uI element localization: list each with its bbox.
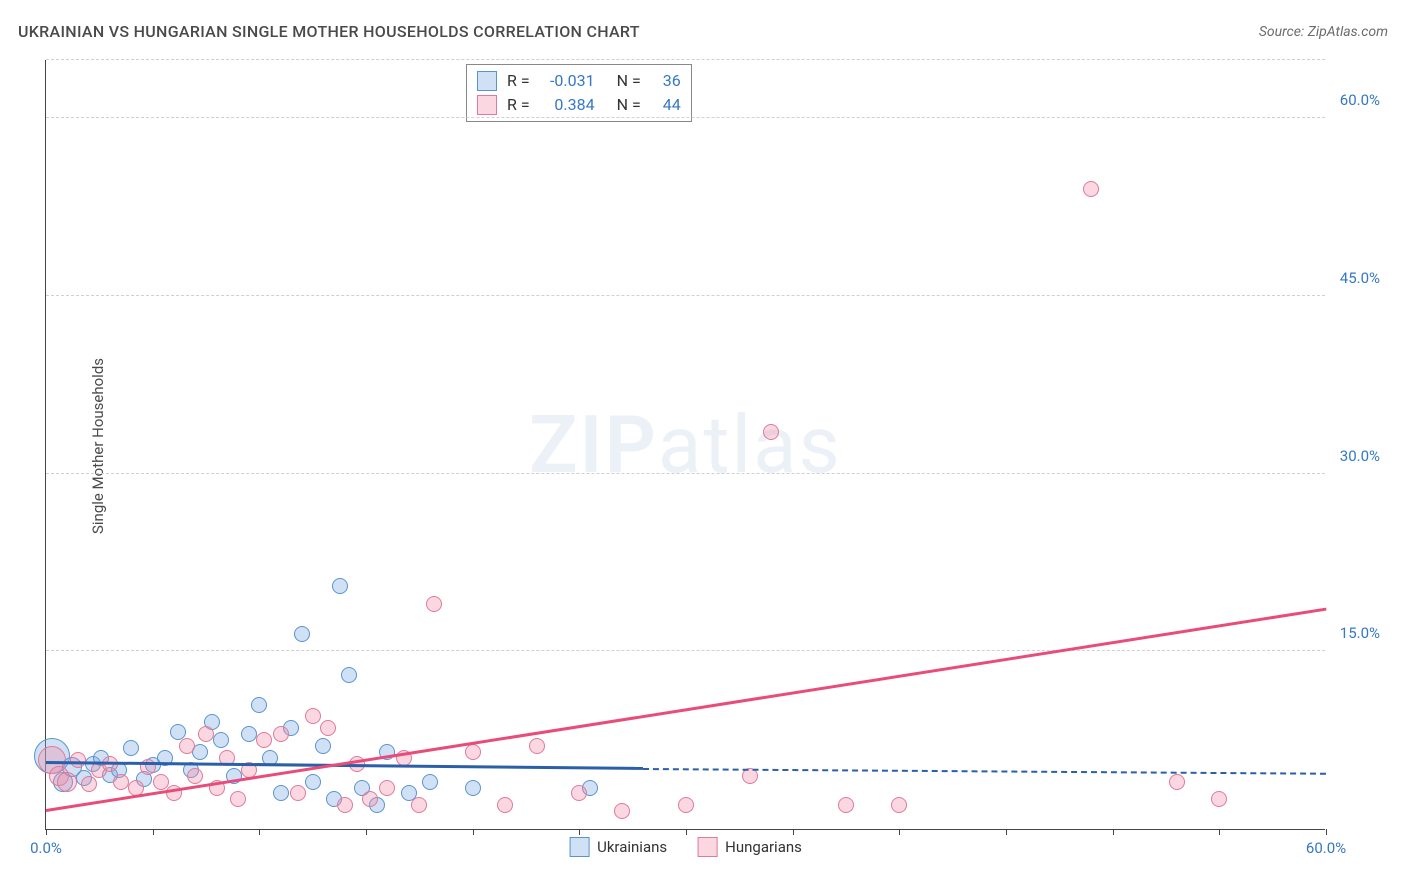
- scatter-point: [891, 797, 907, 813]
- scatter-point: [529, 738, 545, 754]
- regression-line: [46, 607, 1326, 811]
- y-tick-label: 15.0%: [1330, 624, 1380, 642]
- scatter-point: [123, 740, 139, 756]
- stats-swatch: [477, 71, 497, 91]
- x-tick: [793, 829, 794, 835]
- scatter-point: [426, 596, 442, 612]
- legend-swatch-ukrainians: [569, 837, 589, 857]
- scatter-point: [1211, 791, 1227, 807]
- scatter-point: [422, 774, 438, 790]
- stats-row: R = 0.384 N = 44: [477, 93, 681, 117]
- stats-n-label: N =: [617, 93, 641, 117]
- scatter-point: [465, 780, 481, 796]
- gridline: [46, 650, 1325, 651]
- scatter-point: [337, 797, 353, 813]
- scatter-point: [213, 732, 229, 748]
- scatter-point: [379, 780, 395, 796]
- x-tick: [473, 829, 474, 835]
- scatter-point: [678, 797, 694, 813]
- chart-header: UKRAINIAN VS HUNGARIAN SINGLE MOTHER HOU…: [18, 22, 1388, 41]
- scatter-point: [241, 726, 257, 742]
- legend-item-ukrainians: Ukrainians: [569, 837, 667, 857]
- scatter-point: [294, 626, 310, 642]
- stats-n-value: 44: [651, 93, 681, 117]
- scatter-point: [1083, 181, 1099, 197]
- scatter-point: [411, 797, 427, 813]
- chart-source: Source: ZipAtlas.com: [1259, 24, 1388, 40]
- scatter-point: [256, 732, 272, 748]
- legend-swatch-hungarians: [697, 837, 717, 857]
- correlation-stats-box: R = -0.031 N = 36 R = 0.384 N = 44: [466, 64, 692, 122]
- scatter-point: [320, 720, 336, 736]
- x-tick: [899, 829, 900, 835]
- stats-r-label: R =: [507, 93, 530, 117]
- scatter-point: [113, 774, 129, 790]
- x-tick-label: 0.0%: [30, 839, 62, 857]
- watermark: ZIPatlas: [529, 398, 842, 492]
- stats-r-value: 0.384: [540, 93, 595, 117]
- x-tick: [259, 829, 260, 835]
- scatter-point: [230, 791, 246, 807]
- scatter-point: [1169, 774, 1185, 790]
- scatter-point: [179, 738, 195, 754]
- stats-r-label: R =: [507, 69, 530, 93]
- x-tick: [579, 829, 580, 835]
- stats-n-label: N =: [617, 69, 641, 93]
- gridline: [46, 473, 1325, 474]
- scatter-point: [614, 803, 630, 819]
- legend-label: Hungarians: [725, 838, 802, 856]
- x-tick: [1219, 829, 1220, 835]
- x-tick: [686, 829, 687, 835]
- scatter-point: [341, 667, 357, 683]
- scatter-point: [273, 726, 289, 742]
- legend-label: Ukrainians: [597, 838, 667, 856]
- x-tick: [1113, 829, 1114, 835]
- legend-item-hungarians: Hungarians: [697, 837, 802, 857]
- scatter-point: [362, 791, 378, 807]
- gridline: [46, 59, 1325, 60]
- scatter-point: [198, 726, 214, 742]
- scatter-point: [497, 797, 513, 813]
- scatter-point: [153, 774, 169, 790]
- scatter-point: [187, 768, 203, 784]
- scatter-point: [251, 697, 267, 713]
- x-tick: [46, 829, 47, 835]
- x-tick: [366, 829, 367, 835]
- x-tick: [1006, 829, 1007, 835]
- stats-swatch: [477, 95, 497, 115]
- scatter-point: [838, 797, 854, 813]
- scatter-point: [305, 708, 321, 724]
- scatter-point: [315, 738, 331, 754]
- x-tick: [1326, 829, 1327, 835]
- scatter-point: [332, 578, 348, 594]
- scatter-point: [57, 772, 77, 792]
- stats-row: R = -0.031 N = 36: [477, 69, 681, 93]
- x-tick-label: 60.0%: [1306, 839, 1346, 857]
- legend: Ukrainians Hungarians: [569, 837, 802, 857]
- stats-r-value: -0.031: [540, 69, 595, 93]
- stats-n-value: 36: [651, 69, 681, 93]
- gridline: [46, 117, 1325, 118]
- scatter-point: [81, 776, 97, 792]
- scatter-point: [571, 785, 587, 801]
- chart-title: UKRAINIAN VS HUNGARIAN SINGLE MOTHER HOU…: [18, 22, 640, 41]
- scatter-plot: ZIPatlas R =-0.031N =36R =0.384N =44 Ukr…: [45, 60, 1325, 830]
- scatter-point: [290, 785, 306, 801]
- y-tick-label: 30.0%: [1330, 447, 1380, 465]
- x-tick: [153, 829, 154, 835]
- gridline: [46, 295, 1325, 296]
- y-tick-label: 60.0%: [1330, 91, 1380, 109]
- y-tick-label: 45.0%: [1330, 269, 1380, 287]
- scatter-point: [763, 424, 779, 440]
- scatter-point: [465, 744, 481, 760]
- scatter-point: [273, 785, 289, 801]
- scatter-point: [305, 774, 321, 790]
